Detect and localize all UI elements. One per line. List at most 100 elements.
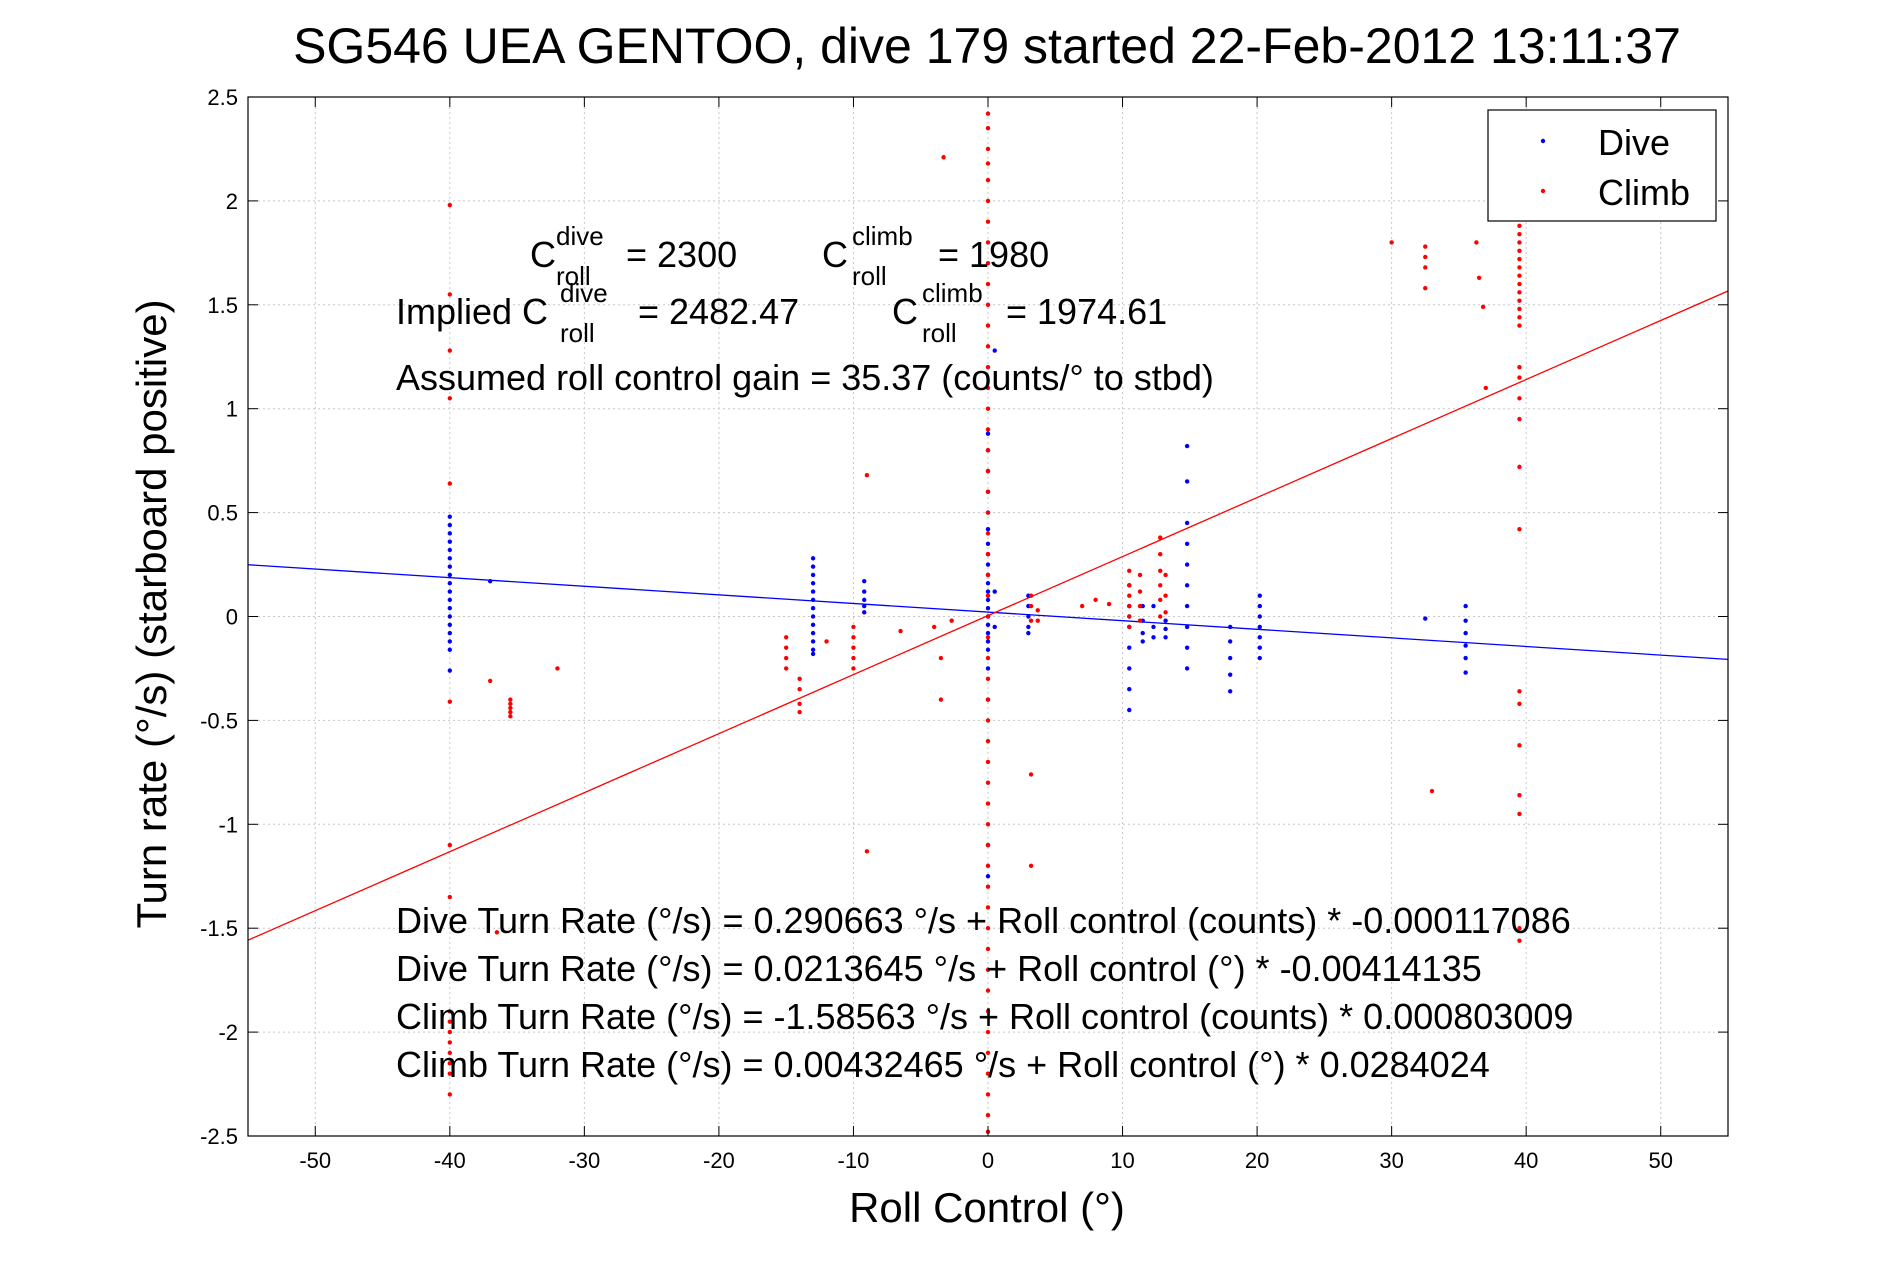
- point-climb: [1517, 743, 1522, 748]
- point-climb: [797, 676, 802, 682]
- point-dive: [1463, 670, 1468, 675]
- point-climb: [783, 645, 789, 650]
- point-climb: [1517, 926, 1522, 931]
- point-climb: [1028, 863, 1034, 869]
- point-dive: [1163, 618, 1168, 623]
- c-climb-val: = 1980: [938, 234, 1049, 275]
- point-climb: [851, 624, 856, 630]
- x-tick-labels: -50 -40 -30 -20 -10 0 10 20 30 40 50: [299, 1148, 1673, 1173]
- point-climb: [985, 427, 991, 432]
- point-climb: [1158, 597, 1163, 603]
- point-climb: [985, 863, 991, 869]
- point-dive: [985, 541, 991, 546]
- y-axis-label: Turn rate (°/s) (starboard positive): [128, 299, 175, 928]
- point-climb: [985, 884, 991, 889]
- point-climb: [985, 593, 991, 598]
- fit-line-dive: [247, 564, 1729, 661]
- y-tick-label: 1: [226, 397, 238, 422]
- point-dive: [810, 581, 816, 586]
- point-dive: [985, 647, 991, 652]
- point-climb: [1517, 416, 1522, 422]
- point-climb: [1483, 385, 1489, 391]
- point-climb: [851, 655, 856, 661]
- y-tick-label: -1.5: [200, 916, 238, 941]
- point-climb: [985, 281, 991, 287]
- point-dive: [1257, 635, 1262, 640]
- point-climb: [508, 705, 513, 711]
- point-dive: [1257, 645, 1262, 650]
- point-climb: [985, 125, 991, 131]
- legend: Dive Climb: [1487, 109, 1717, 222]
- point-dive: [1026, 624, 1031, 630]
- point-climb: [1517, 223, 1522, 229]
- point-climb: [1028, 593, 1034, 598]
- y-tick-label: -2: [218, 1020, 238, 1045]
- point-dive: [992, 348, 997, 353]
- point-climb: [985, 1071, 991, 1076]
- point-climb: [985, 531, 991, 536]
- point-climb: [447, 396, 453, 401]
- x-tick-label: -10: [838, 1148, 870, 1173]
- point-climb: [851, 645, 856, 650]
- point-dive: [1257, 624, 1262, 630]
- y-tick-label: -0.5: [200, 708, 238, 733]
- point-climb: [1517, 701, 1522, 706]
- point-climb: [1517, 281, 1522, 287]
- c-climb-sub: roll: [852, 261, 887, 291]
- point-dive: [447, 668, 453, 673]
- point-dive: [810, 639, 816, 644]
- point-climb: [1480, 304, 1486, 310]
- point-dive: [810, 589, 816, 594]
- point-climb: [985, 385, 991, 391]
- implied-climb-label: C: [892, 291, 918, 332]
- point-climb: [797, 709, 802, 715]
- point-dive: [985, 581, 991, 586]
- point-climb: [447, 202, 453, 208]
- x-axis-label: Roll Control (°): [849, 1184, 1125, 1231]
- point-climb: [985, 926, 991, 931]
- legend-box: [1487, 109, 1717, 222]
- implied-dive-sub: roll: [560, 318, 595, 348]
- point-climb: [783, 666, 789, 671]
- point-climb: [447, 481, 453, 486]
- point-dive: [1227, 655, 1233, 661]
- point-dive: [810, 630, 816, 636]
- point-dive: [810, 651, 816, 657]
- point-climb: [985, 614, 991, 619]
- point-climb: [1158, 535, 1163, 540]
- point-dive: [1127, 666, 1132, 671]
- point-climb: [1127, 603, 1132, 609]
- y-tick-label: -1: [218, 812, 238, 837]
- point-dive: [1184, 624, 1190, 630]
- c-climb-label: C: [822, 234, 848, 275]
- legend-climb-marker: [1540, 188, 1546, 194]
- point-climb: [1158, 614, 1163, 619]
- point-climb: [985, 111, 991, 116]
- point-dive: [1227, 672, 1233, 677]
- point-climb: [1137, 589, 1143, 594]
- point-climb: [985, 1029, 991, 1035]
- point-dive: [810, 605, 816, 611]
- y-tick-label: 0.5: [207, 501, 238, 526]
- point-climb: [1429, 788, 1435, 794]
- point-climb: [985, 1009, 991, 1014]
- point-climb: [797, 687, 802, 692]
- point-climb: [447, 894, 453, 900]
- point-climb: [985, 344, 991, 349]
- point-dive: [1227, 624, 1233, 630]
- point-climb: [1079, 603, 1085, 609]
- point-dive: [992, 624, 997, 630]
- point-dive: [447, 589, 453, 594]
- point-climb: [985, 801, 991, 806]
- point-dive: [1184, 541, 1190, 546]
- point-climb: [508, 697, 513, 702]
- x-tick-label: 10: [1110, 1148, 1134, 1173]
- point-climb: [1517, 315, 1522, 320]
- point-climb: [508, 701, 513, 706]
- point-climb: [1106, 601, 1112, 607]
- point-climb: [1093, 597, 1098, 603]
- point-dive: [1151, 603, 1156, 609]
- point-dive: [1463, 618, 1468, 623]
- point-dive: [1184, 645, 1190, 650]
- chart-title: SG546 UEA GENTOO, dive 179 started 22-Fe…: [293, 18, 1681, 74]
